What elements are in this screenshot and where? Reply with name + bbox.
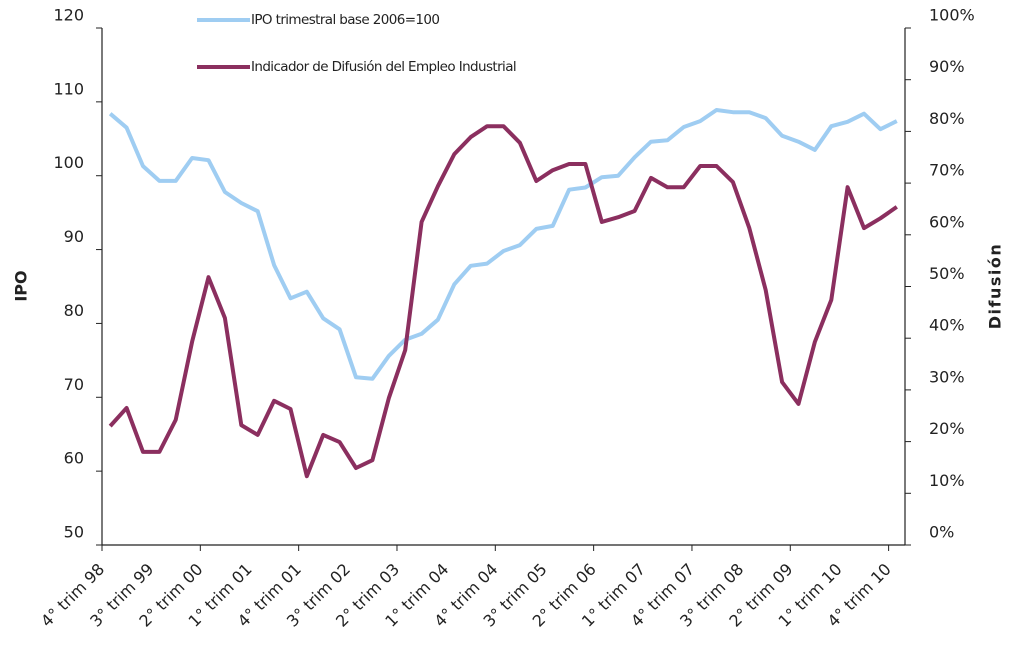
legend-text: Indicador de Difusión del Empleo Industr… bbox=[251, 59, 516, 75]
series-line bbox=[108, 108, 898, 381]
y-tick-label: 120 bbox=[53, 6, 84, 25]
y2-tick-label: 80% bbox=[929, 109, 965, 128]
y2-tick-label: 70% bbox=[929, 161, 965, 180]
y-tick-label: 70 bbox=[64, 375, 84, 394]
y-axis-title: IPO bbox=[12, 270, 31, 301]
y-tick-label: 60 bbox=[64, 449, 84, 468]
y-tick-label: 110 bbox=[53, 79, 84, 98]
series-line bbox=[108, 124, 898, 479]
y2-tick-label: 90% bbox=[929, 57, 965, 76]
y2-tick-label: 20% bbox=[929, 419, 965, 438]
y2-tick-label: 10% bbox=[929, 471, 965, 490]
y-tick-label: 90 bbox=[64, 227, 84, 246]
y2-tick-label: 60% bbox=[929, 212, 965, 231]
y2-tick-label: 0% bbox=[929, 523, 954, 542]
y2-tick-label: 100% bbox=[929, 6, 975, 25]
legend-text: IPO trimestral base 2006=100 bbox=[251, 12, 439, 28]
y2-tick-label: 50% bbox=[929, 264, 965, 283]
y-tick-label: 50 bbox=[64, 523, 84, 542]
y2-tick-label: 40% bbox=[929, 316, 965, 335]
y2-axis-title: Difusión bbox=[986, 243, 1005, 330]
y-tick-label: 80 bbox=[64, 301, 84, 320]
y-tick-label: 100 bbox=[53, 153, 84, 172]
y2-tick-label: 30% bbox=[929, 367, 965, 386]
